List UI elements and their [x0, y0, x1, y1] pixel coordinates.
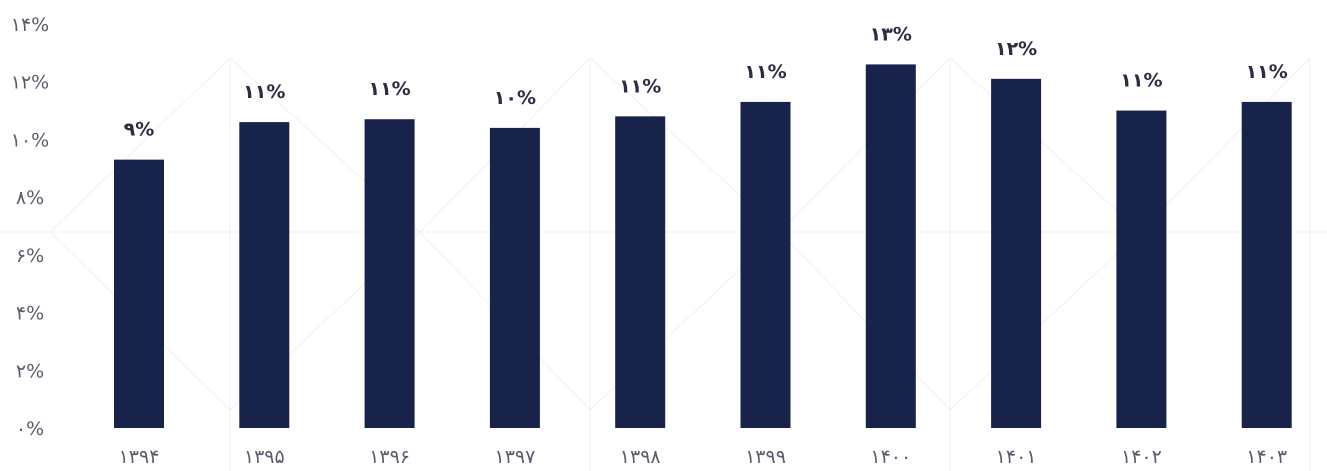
bar-value-label: ۱۱%: [368, 78, 410, 100]
y-tick-label: ۲%: [16, 360, 44, 382]
x-tick-label: ۱۴۰۳: [1246, 446, 1287, 468]
bar-value-label: ۱۱%: [243, 81, 285, 103]
y-tick-label: ۸%: [16, 187, 44, 209]
bar: [991, 78, 1042, 428]
y-tick-label: ۶%: [16, 245, 44, 267]
x-axis: ۱۳۹۴ ۱۳۹۵ ۱۳۹۶ ۱۳۹۷ ۱۳۹۸ ۱۳۹۹ ۱۴۰۰ ۱۴۰۱ ۱۴۰۲ ۱۴۰۳: [119, 446, 1288, 468]
bar-value-label: ۱۱%: [619, 75, 661, 97]
x-tick-label: ۱۳۹۵: [244, 446, 285, 468]
bar-value-label: ۱۱%: [1246, 61, 1288, 83]
x-tick-label: ۱۳۹۷: [494, 446, 535, 468]
bar: [865, 64, 916, 429]
bar: [489, 127, 540, 428]
bar-value-label: ۱۳%: [870, 23, 912, 45]
bars: [114, 64, 1292, 429]
x-tick-label: ۱۳۹۴: [119, 446, 160, 468]
x-tick-label: ۱۴۰۰: [870, 446, 911, 468]
data-labels: ۹% ۱۱% ۱۱% ۱۰% ۱۱% ۱۱% ۱۳% ۱۲% ۱۱% ۱۱%: [124, 23, 1288, 140]
bar: [239, 122, 290, 428]
bar-value-label: ۱۱%: [1120, 70, 1162, 92]
bar: [740, 101, 791, 429]
bar: [1116, 110, 1167, 429]
y-tick-label: ۰%: [16, 418, 44, 440]
y-tick-label: ۱۲%: [11, 72, 49, 94]
bar-value-label: ۱۱%: [744, 61, 786, 83]
bar: [114, 159, 164, 428]
bar-value-label: ۱۰%: [494, 87, 536, 109]
bar: [1241, 101, 1292, 429]
bar-value-label: ۱۲%: [995, 38, 1037, 60]
y-tick-label: ۱۴%: [11, 14, 49, 36]
x-tick-label: ۱۳۹۹: [745, 446, 786, 468]
bar: [615, 116, 666, 428]
y-tick-label: ۱۰%: [11, 129, 49, 151]
y-axis: ۰% ۲% ۴% ۶% ۸% ۱۰% ۱۲% ۱۴%: [11, 14, 49, 440]
x-tick-label: ۱۳۹۶: [369, 446, 410, 468]
x-tick-label: ۱۳۹۸: [620, 446, 661, 468]
y-tick-label: ۴%: [16, 303, 44, 325]
bar: [364, 119, 415, 428]
x-tick-label: ۱۴۰۲: [1121, 446, 1162, 468]
bar-value-label: ۹%: [124, 119, 155, 141]
x-tick-label: ۱۴۰۱: [996, 446, 1037, 468]
